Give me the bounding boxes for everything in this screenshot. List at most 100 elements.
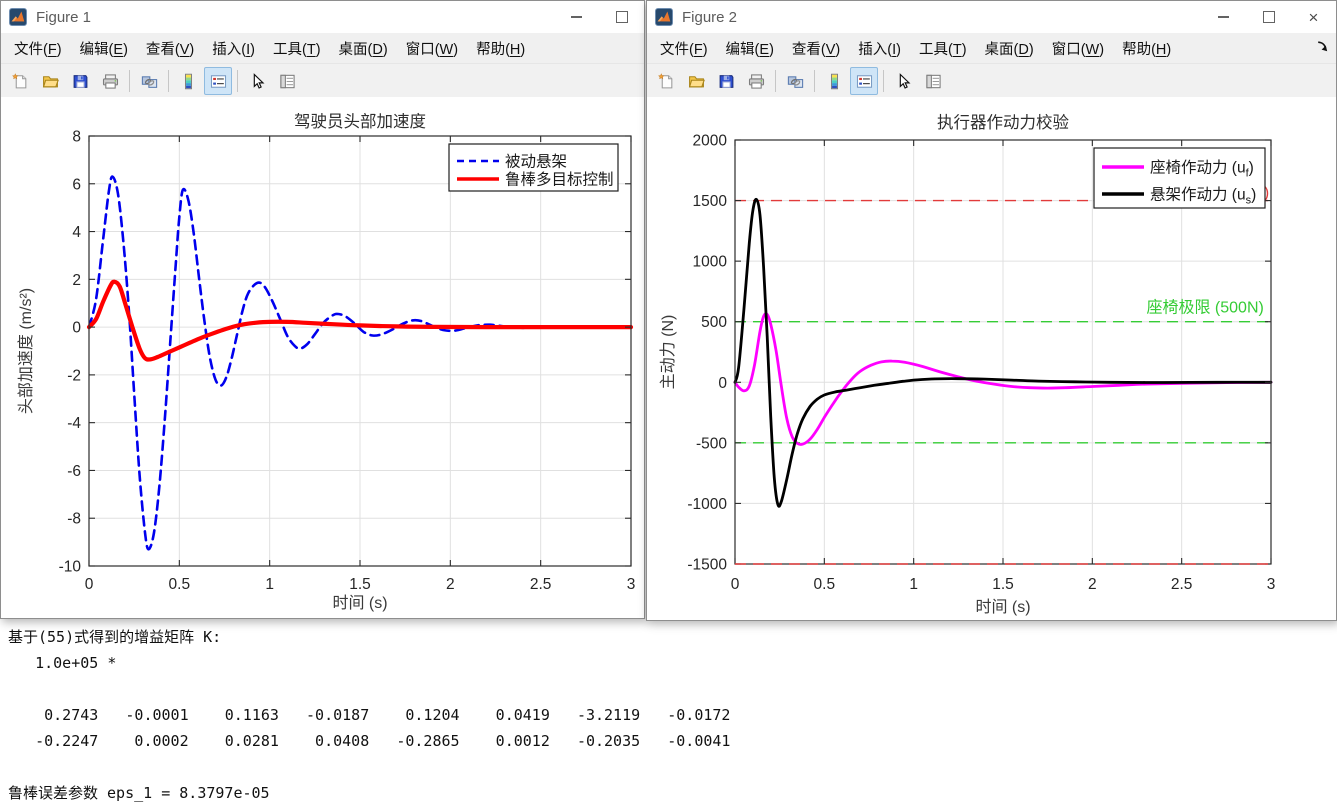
figure2-titlebar[interactable]: Figure 2 ×	[647, 1, 1336, 33]
toolbar-edit-plot-icon[interactable]	[243, 67, 271, 95]
toolbar-insert-colorbar-icon[interactable]	[174, 67, 202, 95]
menu-item-help[interactable]: 帮助(H)	[476, 41, 526, 58]
toolbar-separator	[814, 70, 815, 92]
toolbar-print-figure-icon[interactable]	[96, 67, 124, 95]
x-axis-label: 时间 (s)	[975, 598, 1030, 616]
y-axis-label: 主动力 (N)	[659, 315, 677, 390]
series-line-0	[87, 175, 633, 551]
legend-label-1: 悬架作动力 (us)	[1150, 186, 1256, 207]
legend[interactable]: 座椅作动力 (uf) 悬架作动力 (us)	[1093, 147, 1266, 209]
menu-item-file[interactable]: 文件(F)	[14, 41, 62, 58]
figure2-plot: 0 0.5 1 1.5 2 2.5 3 -1500 -1000 -500 0 500 1000 1500 2…	[659, 113, 1275, 616]
console-line	[8, 754, 1337, 780]
toolbar-print-figure-icon[interactable]	[742, 67, 770, 95]
x-tick-label: 2	[1088, 576, 1097, 593]
y-tick-label: -10	[59, 559, 82, 576]
toolbar-save-figure-icon[interactable]	[712, 67, 740, 95]
menu-item-edit[interactable]: 编辑(E)	[79, 41, 128, 58]
x-tick-label: 3	[627, 576, 636, 593]
series-line-1	[86, 279, 634, 362]
menu-item-file[interactable]: 文件(F)	[660, 41, 708, 58]
toolbar-edit-plot-icon[interactable]	[889, 67, 917, 95]
menu-item-insert[interactable]: 插入(I)	[858, 41, 901, 58]
figure1-window: Figure 1 文件(F) 编辑(E) 查看(V) 插入(I) 工具(T) 桌面(D) 窗…	[0, 0, 645, 619]
chart-title: 驾驶员头部加速度	[294, 112, 426, 131]
legend-label-0: 座椅作动力 (uf)	[1150, 159, 1254, 180]
console-line	[8, 676, 1337, 702]
y-tick-label: -500	[696, 435, 727, 452]
y-tick-label: 500	[701, 314, 727, 331]
close-button[interactable]: ×	[1308, 7, 1319, 27]
menu-item-window[interactable]: 窗口(W)	[405, 41, 459, 58]
toolbar-new-figure-icon[interactable]	[652, 67, 680, 95]
x-tick-label: 0.5	[169, 576, 191, 593]
console-line: 基于(55)式得到的增益矩阵 K:	[8, 628, 222, 646]
y-tick-label: 2	[72, 272, 81, 289]
menu-item-tools[interactable]: 工具(T)	[918, 41, 967, 58]
toolbar-separator	[237, 70, 238, 92]
toolbar-new-figure-icon[interactable]	[6, 67, 34, 95]
window-controls	[554, 1, 644, 33]
matlab-figure-icon	[655, 8, 673, 26]
figure1-menubar: 文件(F) 编辑(E) 查看(V) 插入(I) 工具(T) 桌面(D) 窗口(W) 帮助(H)	[1, 33, 644, 64]
menu-item-desktop[interactable]: 桌面(D)	[984, 41, 1034, 58]
y-tick-label: -1000	[687, 496, 727, 513]
toolbar-link-plot-icon[interactable]	[135, 67, 163, 95]
figure2-window: Figure 2 × 文件(F) 编辑(E) 查看(V) 插入(I) 工具(T) 桌面(D…	[646, 0, 1337, 621]
toolbar-open-file-icon[interactable]	[36, 67, 64, 95]
minimize-button[interactable]	[554, 1, 599, 33]
menu-item-insert[interactable]: 插入(I)	[212, 41, 255, 58]
figure2-menubar: 文件(F) 编辑(E) 查看(V) 插入(I) 工具(T) 桌面(D) 窗口(W) 帮助(H)	[647, 33, 1336, 64]
menu-item-edit[interactable]: 编辑(E)	[725, 41, 774, 58]
console-line: -0.2247 0.0002 0.0281 0.0408 -0.2865 0.0…	[8, 732, 731, 750]
menu-item-view[interactable]: 查看(V)	[791, 41, 841, 58]
window-title: Figure 2	[682, 8, 738, 26]
maximize-button[interactable]	[1246, 1, 1291, 33]
annotation-text: )	[1264, 185, 1269, 202]
y-tick-label: -2	[67, 367, 81, 384]
y-axis-label: 头部加速度 (m/s²)	[17, 288, 35, 414]
x-tick-label: 0.5	[814, 576, 836, 593]
maximize-button[interactable]	[599, 1, 644, 33]
dock-figure-arrow-icon[interactable]	[1316, 39, 1330, 53]
toolbar-open-file-icon[interactable]	[682, 67, 710, 95]
legend-label-1: 鲁棒多目标控制	[505, 171, 614, 189]
toolbar-link-plot-icon[interactable]	[781, 67, 809, 95]
x-tick-label: 2.5	[1171, 576, 1193, 593]
toolbar-insert-legend-icon[interactable]	[850, 67, 878, 95]
x-tick-label: 1.5	[992, 576, 1014, 593]
y-tick-label: 1000	[693, 254, 728, 271]
window-title: Figure 1	[36, 8, 92, 26]
toolbar-property-inspector-icon[interactable]	[919, 67, 947, 95]
series-line-1	[733, 197, 1273, 508]
menu-item-desktop[interactable]: 桌面(D)	[338, 41, 388, 58]
x-tick-label: 0	[731, 576, 740, 593]
toolbar-property-inspector-icon[interactable]	[273, 67, 301, 95]
annotation-text: 座椅极限 (500N)	[1146, 299, 1263, 317]
window-controls: ×	[1201, 1, 1336, 33]
toolbar-save-figure-icon[interactable]	[66, 67, 94, 95]
y-tick-label: 8	[72, 129, 81, 146]
y-tick-label: 2000	[693, 133, 728, 150]
chart-title: 执行器作动力校验	[937, 113, 1070, 132]
x-tick-label: 2	[446, 576, 455, 593]
matlab-figure-icon	[9, 8, 27, 26]
x-tick-label: 2.5	[530, 576, 552, 593]
figure1-canvas: 0 0.5 1 1.5 2 2.5 3 -10 -8 -6 -4 -2 0 2 4 6 8 驾驶员头部加速度 时间 …	[1, 97, 644, 618]
toolbar-separator	[883, 70, 884, 92]
x-tick-label: 0	[85, 576, 94, 593]
figure2-toolbar	[647, 64, 1336, 99]
minimize-button[interactable]	[1201, 1, 1246, 33]
x-tick-label: 1	[265, 576, 274, 593]
menu-item-view[interactable]: 查看(V)	[145, 41, 195, 58]
menu-item-window[interactable]: 窗口(W)	[1051, 41, 1105, 58]
menu-item-tools[interactable]: 工具(T)	[272, 41, 321, 58]
toolbar-insert-legend-icon[interactable]	[204, 67, 232, 95]
figure1-titlebar[interactable]: Figure 1	[1, 1, 644, 33]
menu-item-help[interactable]: 帮助(H)	[1122, 41, 1172, 58]
toolbar-separator	[775, 70, 776, 92]
figure1-toolbar	[1, 64, 644, 99]
toolbar-insert-colorbar-icon[interactable]	[820, 67, 848, 95]
x-tick-label: 1.5	[349, 576, 371, 593]
